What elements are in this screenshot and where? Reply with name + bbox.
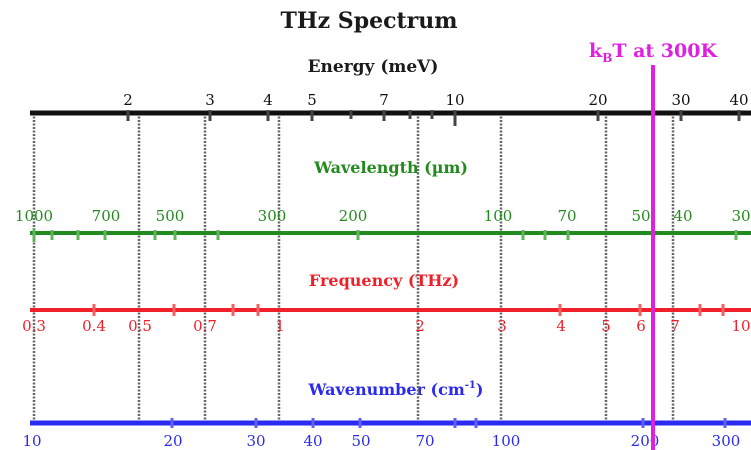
wavelength-tick-label: 40 (673, 207, 692, 225)
kbt-annotation: kBT at 300K (589, 40, 718, 65)
frequency-tick-label: 5 (601, 317, 611, 335)
frequency-axis: 0.3 0.4 0.5 0.7 1 2 3 4 5 6 7 10 (22, 304, 751, 335)
energy-axis-label: Energy (meV) (308, 57, 439, 77)
energy-tick-label: 5 (307, 91, 317, 109)
wavelength-tick-label: 300 (258, 207, 287, 225)
energy-axis: 2 3 4 5 7 10 20 30 40 (30, 91, 751, 126)
wavelength-tick-label: 700 (92, 207, 121, 225)
frequency-tick-label: 6 (636, 317, 646, 335)
frequency-tick-label: 0.7 (193, 317, 217, 335)
frequency-axis-label: Frequency (THz) (309, 271, 459, 290)
frequency-tick-label: 2 (415, 317, 425, 335)
frequency-tick-label: 0.5 (128, 317, 152, 335)
wavelength-tick-label: 200 (339, 207, 368, 225)
wavelength-tick-label: 500 (156, 207, 185, 225)
energy-tick-label: 40 (729, 91, 748, 109)
wavenumber-tick-label: 300 (712, 432, 741, 450)
frequency-tick-label: 7 (670, 317, 680, 335)
wavelength-tick-label: 70 (557, 207, 576, 225)
frequency-tick-label: 4 (556, 317, 566, 335)
wavelength-axis-label: Wavelength (µm) (313, 158, 468, 177)
frequency-tick-label: 0.3 (22, 317, 46, 335)
energy-tick-label: 10 (445, 91, 464, 109)
wavenumber-tick-label: 200 (631, 432, 660, 450)
frequency-tick-label: 3 (497, 317, 507, 335)
wavelength-axis: 1000 700 500 300 200 100 70 50 40 30 (15, 207, 751, 242)
wavenumber-tick-label: 40 (303, 432, 322, 450)
wavelength-tick-label: 1000 (15, 207, 53, 225)
wavenumber-tick-label: 70 (415, 432, 434, 450)
frequency-tick-label: 10 (731, 317, 750, 335)
diagram-title: THz Spectrum (281, 8, 458, 34)
wavelength-tick-label: 30 (731, 207, 750, 225)
energy-tick-label: 3 (205, 91, 215, 109)
frequency-tick-label: 0.4 (82, 317, 106, 335)
wavenumber-tick-label: 30 (246, 432, 265, 450)
wavelength-tick-label: 100 (484, 207, 513, 225)
frequency-tick-label: 1 (275, 317, 285, 335)
wavenumber-axis-label: Wavenumber (cm-1) (308, 380, 484, 399)
wavenumber-tick-label: 20 (163, 432, 182, 450)
energy-tick-label: 2 (123, 91, 133, 109)
wavenumber-axis: 10 20 30 40 50 70 100 200 300 (22, 418, 751, 450)
energy-tick-label: 20 (588, 91, 607, 109)
wavenumber-tick-label: 100 (492, 432, 521, 450)
wavelength-tick-label: 50 (631, 207, 650, 225)
energy-tick-label: 4 (263, 91, 273, 109)
energy-tick-label: 30 (671, 91, 690, 109)
wavenumber-tick-label: 10 (22, 432, 41, 450)
wavenumber-tick-label: 50 (351, 432, 370, 450)
energy-tick-label: 7 (379, 91, 389, 109)
